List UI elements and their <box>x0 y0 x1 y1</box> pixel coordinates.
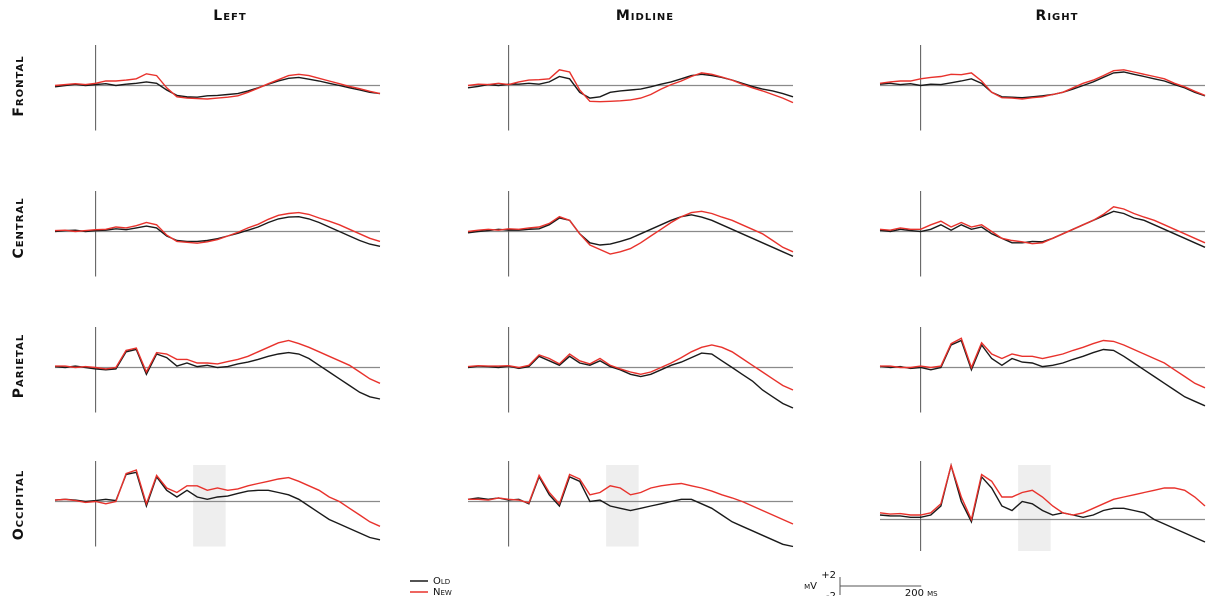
waveform <box>467 344 794 391</box>
waveform <box>467 352 794 409</box>
scale-top-label: +2 <box>821 570 836 581</box>
time-window <box>193 465 226 547</box>
waveform <box>55 339 381 384</box>
legend-label: Old <box>433 576 450 587</box>
waveform <box>54 471 381 541</box>
scale-time-label: 200 ms <box>905 588 938 596</box>
row-title: Frontal <box>11 55 27 116</box>
waveform <box>54 211 381 244</box>
waveform <box>879 339 1206 407</box>
column-title: Right <box>1036 8 1079 24</box>
waveform <box>879 462 1206 543</box>
waveform <box>467 69 794 104</box>
waveform <box>54 76 381 98</box>
waveform <box>879 71 1206 99</box>
waveform <box>879 69 1206 100</box>
waveform <box>54 469 381 527</box>
row-title: Parietal <box>11 334 27 398</box>
scale-unit: mV <box>804 581 817 592</box>
waveform <box>467 73 794 99</box>
waveform <box>879 463 1206 522</box>
waveform <box>879 206 1206 245</box>
time-window <box>1018 465 1051 551</box>
column-title: Midline <box>616 8 674 24</box>
waveform <box>467 214 794 257</box>
waveform <box>54 73 381 100</box>
waveform <box>54 348 381 400</box>
waveform <box>468 473 794 525</box>
scale-bottom-label: -2 <box>826 591 836 596</box>
waveform <box>879 210 1206 248</box>
column-title: Left <box>213 8 246 24</box>
waveform <box>54 215 381 247</box>
waveform <box>467 210 794 255</box>
row-title: Occipital <box>11 470 27 541</box>
legend-label: New <box>433 587 452 596</box>
row-title: Central <box>11 197 27 258</box>
waveform <box>880 337 1206 389</box>
